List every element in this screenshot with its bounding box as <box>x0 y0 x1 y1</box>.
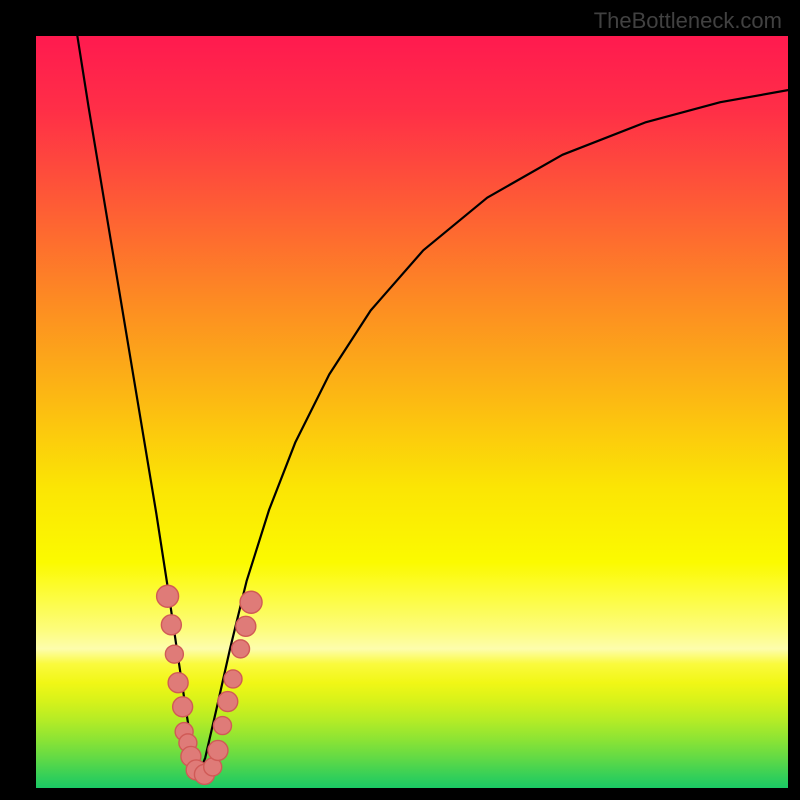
marker-point <box>236 616 256 636</box>
watermark-text: TheBottleneck.com <box>586 4 790 38</box>
plot-background <box>36 36 788 788</box>
marker-point <box>161 615 181 635</box>
marker-point <box>157 585 179 607</box>
marker-point <box>168 673 188 693</box>
marker-point <box>218 692 238 712</box>
marker-point <box>173 697 193 717</box>
marker-point <box>224 670 242 688</box>
marker-point <box>232 640 250 658</box>
bottleneck-chart <box>0 0 800 800</box>
marker-point <box>240 591 262 613</box>
marker-point <box>214 717 232 735</box>
marker-point <box>165 645 183 663</box>
marker-point <box>208 740 228 760</box>
